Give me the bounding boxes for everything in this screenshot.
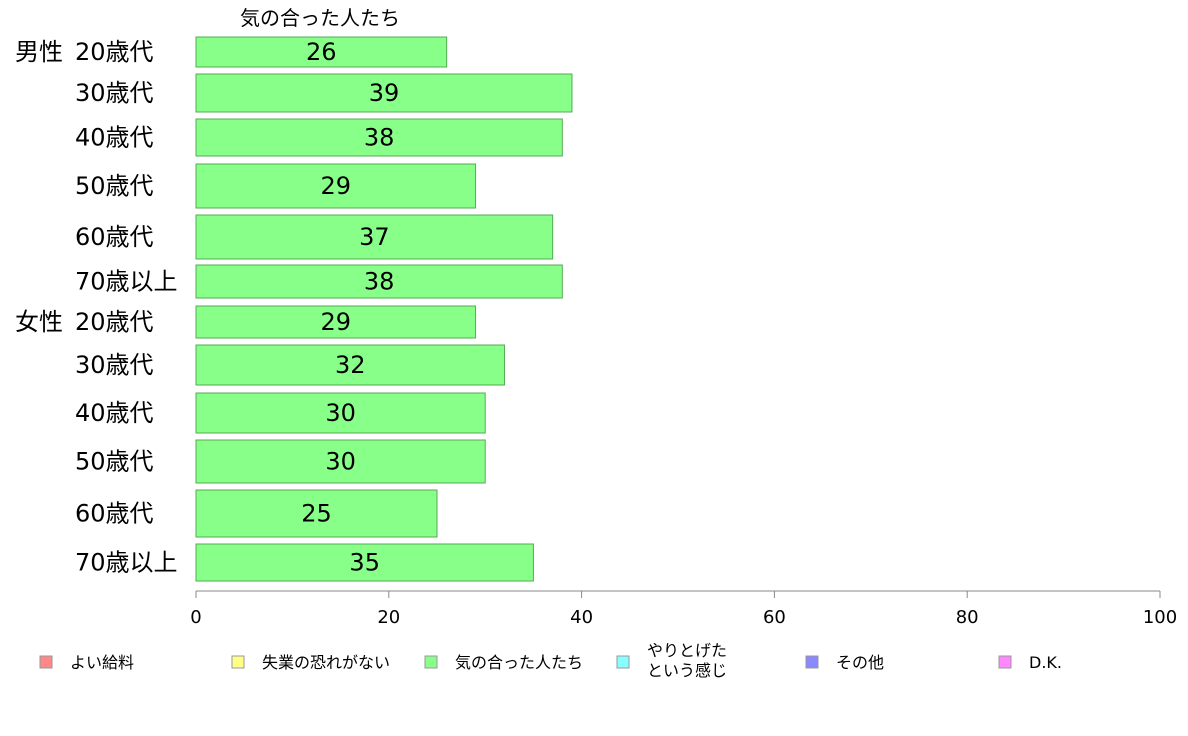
bar xyxy=(195,36,448,68)
legend-label: その他 xyxy=(836,653,884,672)
bar xyxy=(195,163,477,209)
category-label: 20歳代 xyxy=(75,38,154,66)
legend-swatch xyxy=(616,655,630,669)
group-label: 男性 xyxy=(15,38,63,66)
bar-value-label: 39 xyxy=(369,79,400,107)
bar xyxy=(195,73,573,113)
category-label: 60歳代 xyxy=(75,223,154,251)
legend-label: 失業の恐れがない xyxy=(262,653,390,672)
legend-swatch xyxy=(805,655,819,669)
legend-label: よい給料 xyxy=(70,653,134,672)
bar-value-label: 38 xyxy=(364,268,395,296)
legend-label: 気の合った人たち xyxy=(455,653,583,672)
category-label: 70歳以上 xyxy=(75,268,178,296)
bar-value-label: 29 xyxy=(321,308,352,336)
bar-value-label: 37 xyxy=(359,223,390,251)
legend-swatch xyxy=(39,655,53,669)
bar-value-label: 35 xyxy=(349,549,380,577)
legend: よい給料 失業の恐れがない 気の合った人たち やりとげたという感じ その他 D.K. xyxy=(39,641,1062,680)
x-tick-label: 100 xyxy=(1143,607,1177,628)
legend-swatch xyxy=(424,655,438,669)
bar xyxy=(195,489,438,538)
x-tick-label: 20 xyxy=(377,607,400,628)
bar-value-label: 29 xyxy=(321,172,352,200)
category-label: 60歳代 xyxy=(75,500,154,528)
category-label: 50歳代 xyxy=(75,172,154,200)
x-tick-label: 80 xyxy=(956,607,979,628)
bar-value-label: 32 xyxy=(335,351,366,379)
bar xyxy=(195,264,563,299)
bar xyxy=(195,305,477,339)
bar xyxy=(195,344,505,386)
legend-label: D.K. xyxy=(1029,653,1062,672)
x-tick-label: 40 xyxy=(570,607,593,628)
category-label: 40歳代 xyxy=(75,399,154,427)
bar-value-label: 30 xyxy=(325,399,356,427)
category-label: 30歳代 xyxy=(75,351,154,379)
legend-swatch xyxy=(231,655,245,669)
bars-layer: 2620歳代男性3930歳代3840歳代2950歳代3760歳代3870歳以上2… xyxy=(15,36,573,582)
category-label: 50歳代 xyxy=(75,448,154,476)
legend-swatch xyxy=(998,655,1012,669)
category-label: 20歳代 xyxy=(75,308,154,336)
category-label: 40歳代 xyxy=(75,124,154,152)
bar xyxy=(195,214,554,260)
bar xyxy=(195,543,534,582)
bar-value-label: 26 xyxy=(306,38,337,66)
bar xyxy=(195,392,486,434)
chart-title: 気の合った人たち xyxy=(240,6,400,30)
bar-value-label: 25 xyxy=(301,500,332,528)
x-tick-label: 0 xyxy=(190,607,201,628)
category-label: 70歳以上 xyxy=(75,549,178,577)
category-label: 30歳代 xyxy=(75,79,154,107)
bar xyxy=(195,118,563,157)
x-axis: 0 20 40 60 80 100 xyxy=(190,590,1177,628)
group-label: 女性 xyxy=(15,308,63,336)
bar xyxy=(195,439,486,484)
bar-value-label: 38 xyxy=(364,124,395,152)
bar-value-label: 30 xyxy=(325,448,356,476)
legend-label: やりとげたという感じ xyxy=(647,641,727,680)
x-tick-label: 60 xyxy=(763,607,786,628)
